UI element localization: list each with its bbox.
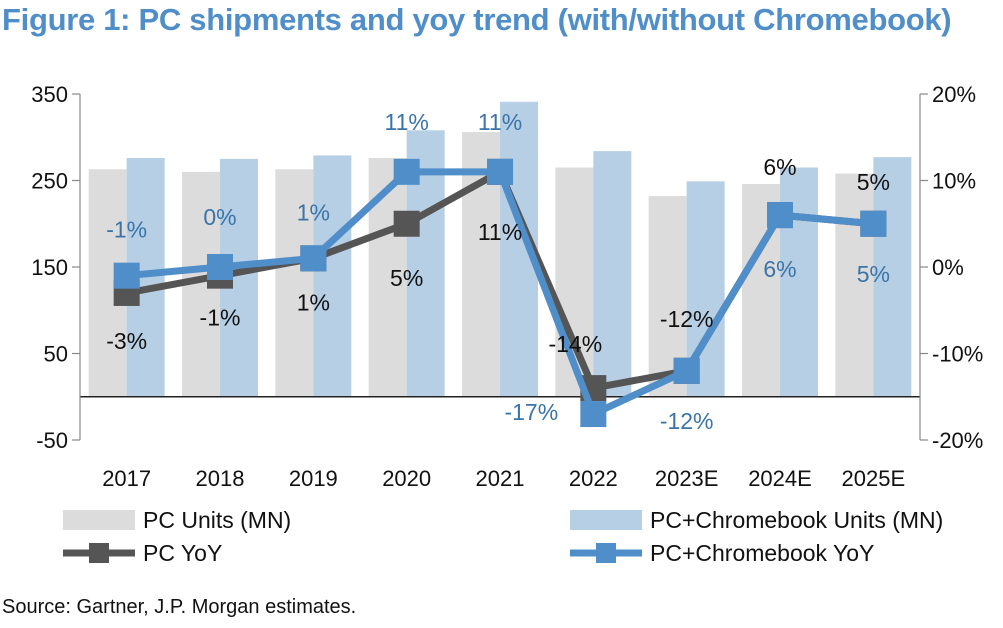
legend-label-pc-chromebook-yoy: PC+Chromebook YoY [650,540,874,566]
x-tick-label: 2025E [842,466,906,491]
legend-label-pc-chromebook-units: PC+Chromebook Units (MN) [650,507,943,533]
pc-chromebook-yoy-marker [393,158,420,185]
pc-yoy-data-label: -14% [548,331,602,357]
right-tick-label: -10% [932,342,983,367]
chart-title: Figure 1: PC shipments and yoy trend (wi… [2,2,952,37]
left-tick-label: -50 [36,428,68,453]
pc-yoy-data-label: 11% [478,219,522,245]
pc-yoy-data-label: 6% [763,154,796,180]
x-tick-label: 2019 [289,466,338,491]
bar-pc-chromebook-units [780,167,818,397]
x-tick-label: 2023E [655,466,719,491]
pc-chromebook-yoy-marker [580,401,607,428]
right-tick-label: -20% [932,428,983,453]
right-tick-label: 0% [932,255,964,280]
pc-chromebook-yoy-data-label: -12% [660,408,714,434]
legend-swatch-pc-chromebook-units [570,510,642,530]
x-tick-label: 2022 [569,466,618,491]
pc-yoy-marker [393,210,420,237]
pc-yoy-data-label: 1% [297,289,330,315]
pc-chromebook-yoy-data-label: -17% [504,399,558,425]
x-tick-label: 2024E [748,466,812,491]
x-tick-label: 2017 [102,466,151,491]
left-tick-label: 50 [44,342,68,367]
pc-yoy-data-label: -12% [660,306,714,332]
left-tick-label: 250 [31,169,68,194]
pc-chromebook-yoy-data-label: 5% [857,261,890,287]
pc-chromebook-yoy-marker [767,202,793,229]
right-tick-label: 20% [932,82,976,107]
bar-pc-chromebook-units [313,155,352,397]
pc-yoy-data-label: -3% [106,328,147,354]
pc-chromebook-yoy-marker [487,158,513,185]
pc-chromebook-yoy-data-label: 1% [297,199,330,225]
legend-swatch-pc-yoy-marker [89,543,109,563]
right-tick-label: 10% [932,169,976,194]
bar-pc-chromebook-units [593,151,632,397]
pc-yoy-data-label: 5% [390,265,423,291]
bar-pc-chromebook-units [873,157,912,397]
bar-pc-units [275,169,314,397]
legend-label-pc-units: PC Units (MN) [143,507,291,533]
pc-yoy-data-label: 5% [857,169,890,195]
x-tick-label: 2020 [382,466,431,491]
left-tick-label: 350 [31,82,68,107]
legend-swatch-pc-units [63,510,135,530]
x-tick-label: 2021 [476,466,525,491]
legend-label-pc-yoy: PC YoY [143,540,222,566]
pc-chromebook-yoy-data-label: 0% [203,204,236,230]
pc-chromebook-yoy-data-label: 11% [385,109,429,135]
pc-chromebook-yoy-data-label: 6% [763,256,796,282]
x-tick-label: 2018 [196,466,245,491]
left-tick-label: 150 [31,255,68,280]
pc-chromebook-yoy-marker [207,254,233,280]
pc-chromebook-yoy-marker [860,210,887,237]
pc-chromebook-yoy-marker [673,357,700,384]
pc-yoy-data-label: -1% [200,305,241,331]
source-note: Source: Gartner, J.P. Morgan estimates. [2,596,357,618]
pc-chromebook-yoy-data-label: 11% [478,109,522,135]
pc-chromebook-yoy-marker [113,262,140,289]
pc-chromebook-yoy-marker [300,245,327,272]
pc-chromebook-yoy-data-label: -1% [106,217,147,243]
legend-swatch-pc-chromebook-yoy-marker [596,543,616,563]
